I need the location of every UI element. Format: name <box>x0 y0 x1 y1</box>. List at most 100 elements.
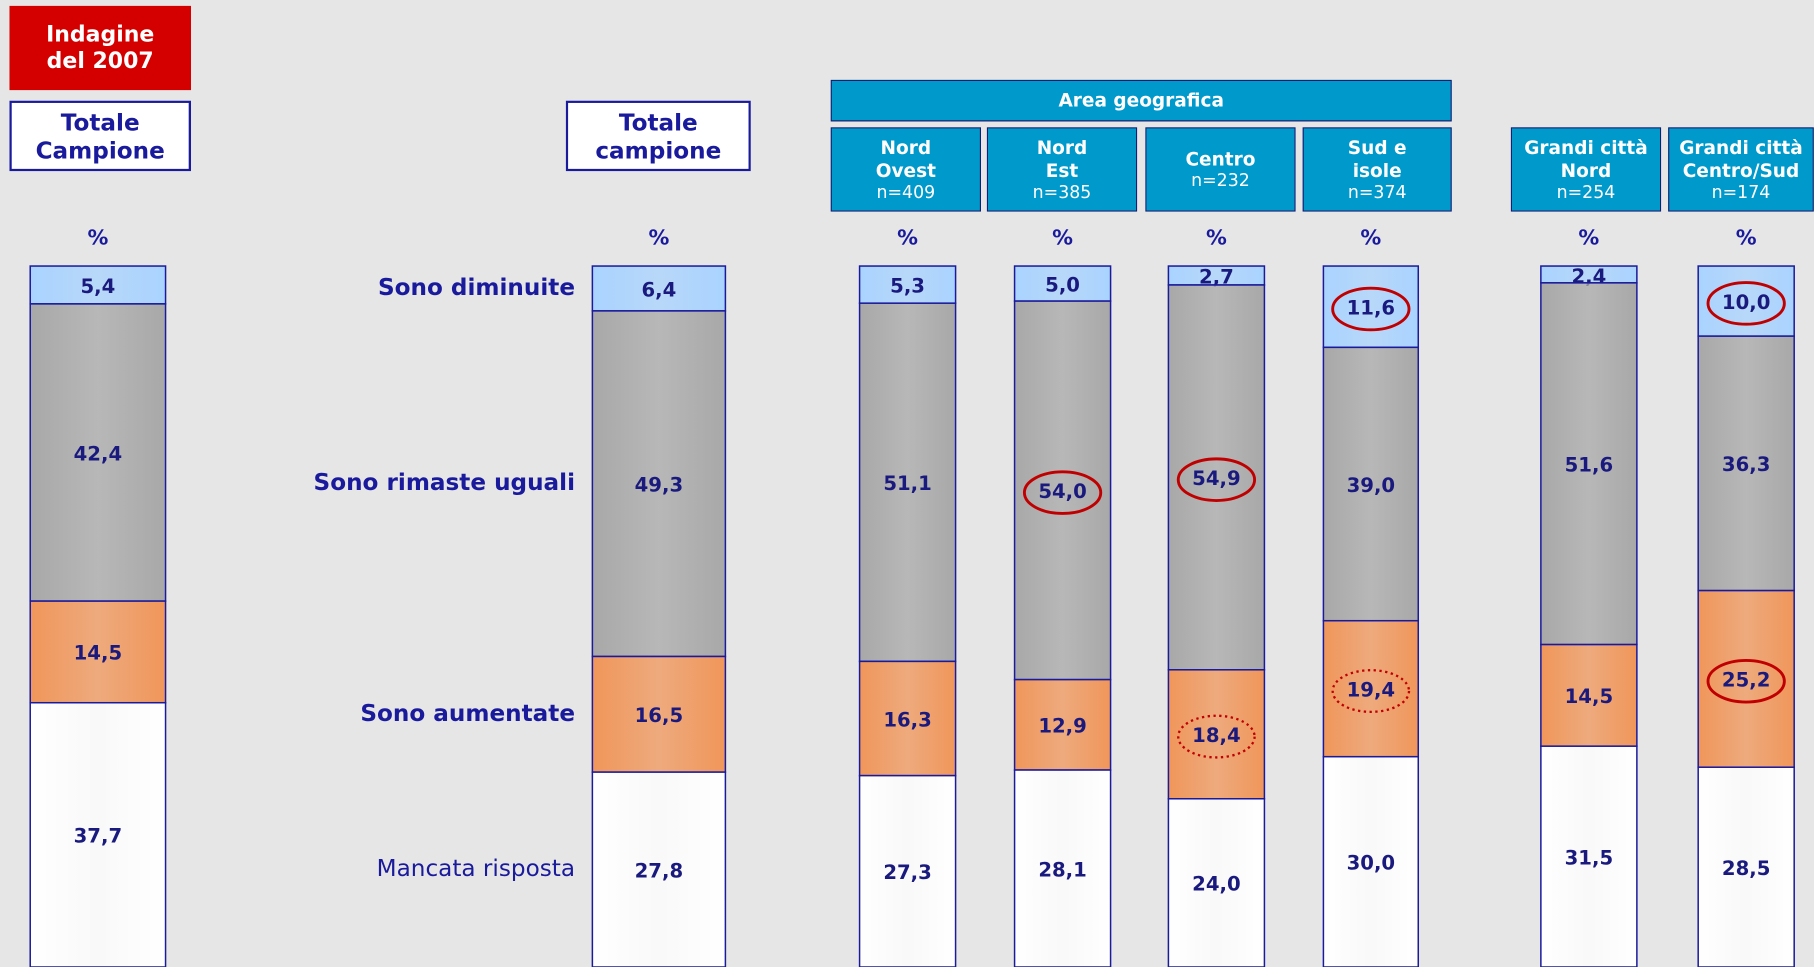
value-label: 5,0 <box>1045 273 1080 296</box>
highlight-circle <box>1331 669 1411 714</box>
value-label: 51,6 <box>1565 454 1614 477</box>
column-header: Sud e isole n=374 <box>1302 127 1452 212</box>
bar-segment <box>1540 282 1638 646</box>
group-box: Area geografica <box>830 79 1452 122</box>
unit-label: % <box>1736 225 1757 249</box>
category: Grandi città Nord <box>1524 136 1648 182</box>
value-label: 5,4 <box>80 275 115 298</box>
bar-segment <box>29 701 167 967</box>
group-title: Area geografica <box>830 79 1452 122</box>
category: Centro <box>1185 147 1256 170</box>
unit-label: % <box>897 225 918 249</box>
column-header-box: Totale Campione <box>9 100 192 172</box>
value-label: 19,4 <box>1347 679 1396 702</box>
highlight-circle <box>1706 658 1786 704</box>
value-label: 51,1 <box>883 472 932 495</box>
bar-segment <box>29 303 167 602</box>
value-label: 24,0 <box>1192 873 1241 896</box>
value-label: 2,7 <box>1199 265 1234 288</box>
category: Nord Ovest <box>875 136 936 182</box>
bar-segment <box>858 774 957 967</box>
value-label: 54,0 <box>1038 480 1087 503</box>
bar-segment <box>1322 755 1420 967</box>
column-header: Grandi città Nord n=254 <box>1510 127 1662 212</box>
column-header: Nord Est n=385 <box>986 127 1138 212</box>
bar-segment <box>1540 643 1638 747</box>
bar-segment <box>591 265 727 312</box>
value-label: 49,3 <box>635 474 684 497</box>
category: Totale Campione <box>35 108 165 164</box>
bar-segment <box>29 600 167 704</box>
unit-label: % <box>648 225 669 249</box>
category: Totale campione <box>595 108 722 164</box>
bar-segment <box>29 265 167 305</box>
badge-box: Indagine del 2007 <box>9 5 192 91</box>
bar-segment <box>1167 798 1266 967</box>
value-label: 11,6 <box>1347 297 1396 320</box>
sample-size: n=409 <box>876 181 936 203</box>
sample-size: n=254 <box>1556 181 1616 203</box>
value-label: 37,7 <box>74 825 122 848</box>
value-label: 18,4 <box>1192 724 1241 747</box>
value-label: 14,5 <box>1565 685 1614 708</box>
unit-label: % <box>87 225 108 249</box>
value-label: 25,2 <box>1722 669 1771 692</box>
value-label: 6,4 <box>641 278 676 301</box>
unit-label: % <box>1578 225 1599 249</box>
highlight-circle <box>1022 470 1103 515</box>
value-label: 42,4 <box>74 442 122 465</box>
bar-segment <box>1322 265 1420 349</box>
bar-segment <box>858 265 957 304</box>
bar-segment <box>591 771 727 967</box>
column-header: Nord Ovest n=409 <box>830 127 982 212</box>
category: Grandi città Centro/Sud <box>1679 136 1803 182</box>
legend-label: Mancata risposta <box>377 856 575 882</box>
value-label: 30,0 <box>1347 852 1396 875</box>
value-label: 39,0 <box>1347 474 1396 497</box>
bar-segment <box>1167 669 1266 800</box>
value-label: 27,8 <box>635 859 684 882</box>
legend-label: Sono rimaste uguali <box>314 470 575 496</box>
unit-label: % <box>1206 225 1227 249</box>
highlight-circle <box>1177 714 1256 759</box>
bar-segment <box>591 655 727 773</box>
column-header: Centro n=232 <box>1145 127 1296 212</box>
highlight-circle <box>1331 286 1411 332</box>
badge: Indagine del 2007 <box>9 5 192 91</box>
column-header: Totale campione <box>565 100 751 172</box>
sample-size: n=385 <box>1032 181 1092 203</box>
bar-segment <box>1322 346 1420 622</box>
bar-segment <box>1322 619 1420 758</box>
value-label: 16,5 <box>635 704 684 727</box>
value-label: 10,0 <box>1722 291 1771 314</box>
bar-segment <box>1013 265 1112 302</box>
value-label: 27,3 <box>883 861 932 884</box>
sample-size: n=174 <box>1711 181 1771 203</box>
highlight-circle <box>1706 281 1786 326</box>
category: Sud e isole <box>1347 136 1407 182</box>
bar-segment <box>1540 745 1638 967</box>
unit-label: % <box>1052 225 1073 249</box>
value-label: 28,5 <box>1722 857 1771 880</box>
sample-size: n=374 <box>1347 181 1407 203</box>
column-header: Totale Campione <box>9 100 192 172</box>
sample-size: n=232 <box>1191 170 1250 191</box>
value-label: 36,3 <box>1722 453 1771 476</box>
value-label: 31,5 <box>1565 846 1614 869</box>
bar-segment <box>1697 766 1795 967</box>
value-label: 28,1 <box>1038 858 1087 881</box>
category: Nord Est <box>1036 136 1088 182</box>
value-label: 14,5 <box>74 642 122 665</box>
value-label: 12,9 <box>1038 715 1087 738</box>
bar-segment <box>1697 335 1795 592</box>
column-header: Grandi città Centro/Sud n=174 <box>1668 127 1814 212</box>
value-label: 16,3 <box>883 708 932 731</box>
legend-label: Sono diminuite <box>378 275 575 301</box>
